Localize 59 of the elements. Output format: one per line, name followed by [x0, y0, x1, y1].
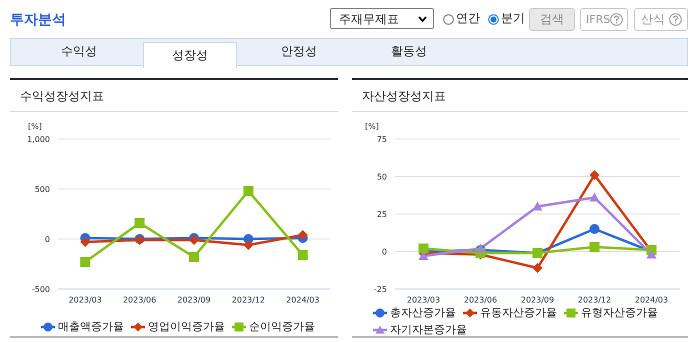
legend-label: 유동자산증가율 — [479, 305, 557, 321]
text: 연간 — [456, 10, 480, 27]
x-tick-label: 2023/12 — [578, 296, 612, 305]
y-tick-label: 1,000 — [27, 134, 50, 144]
text: 성장성 — [143, 42, 237, 68]
text: 검색 — [529, 8, 575, 31]
point — [418, 244, 428, 254]
point — [532, 263, 542, 273]
point — [134, 218, 145, 228]
point — [80, 257, 90, 267]
chart-title: 수익성장성지표 — [20, 88, 104, 105]
legend-label: 매출액증가율 — [57, 319, 124, 335]
y-tick-label: -500 — [32, 284, 50, 294]
point — [298, 250, 308, 260]
y-tick-label: 75 — [376, 134, 387, 144]
y-axis-title: [%] — [365, 122, 379, 131]
point — [298, 230, 308, 240]
legend-label: 총자산증가율 — [389, 305, 456, 321]
x-tick-label: 2023/06 — [122, 296, 156, 305]
point — [590, 224, 600, 234]
y-tick-label: 0 — [44, 234, 50, 244]
point — [646, 250, 656, 258]
x-tick-label: 2023/03 — [68, 296, 102, 305]
x-tick-label: 2023/12 — [232, 296, 266, 305]
text: 산식 — [634, 8, 688, 31]
x-tick-label: 2023/06 — [464, 296, 498, 305]
point — [189, 252, 199, 262]
point — [243, 240, 254, 250]
text: 안정성 — [280, 43, 318, 60]
text: IFRS — [580, 8, 628, 31]
legend-label: 순이익증가율 — [248, 319, 315, 335]
text: 투자분석 — [10, 11, 66, 29]
y-tick-label: 500 — [34, 184, 50, 194]
y-tick-label: 25 — [376, 210, 387, 219]
y-tick-label: 50 — [376, 172, 387, 182]
point — [590, 192, 600, 202]
point — [590, 242, 600, 252]
point — [532, 202, 542, 210]
legend-label: 영업이익증가율 — [147, 319, 225, 335]
x-tick-label: 2024/03 — [634, 296, 668, 305]
legend-label: 자기자본증가율 — [389, 322, 467, 338]
x-tick-label: 2023/09 — [520, 296, 554, 305]
text: 분기 — [501, 10, 525, 27]
legend-label: 유형자산증가율 — [580, 305, 658, 321]
point — [80, 237, 90, 247]
text: 활동성 — [390, 43, 428, 60]
x-tick-label: 2023/03 — [406, 296, 440, 305]
point — [590, 170, 600, 180]
y-tick-label: 0 — [382, 247, 387, 256]
point — [418, 251, 428, 260]
point — [476, 244, 486, 252]
text: 주재무제표 — [330, 8, 434, 29]
chart-title: 자산성장성지표 — [362, 88, 446, 105]
x-tick-label: 2024/03 — [286, 296, 320, 305]
x-tick-label: 2023/09 — [177, 296, 211, 305]
point — [243, 186, 254, 196]
y-tick-label: -25 — [374, 284, 387, 294]
text: 수익성 — [60, 43, 98, 60]
y-axis-title: [%] — [28, 122, 42, 131]
